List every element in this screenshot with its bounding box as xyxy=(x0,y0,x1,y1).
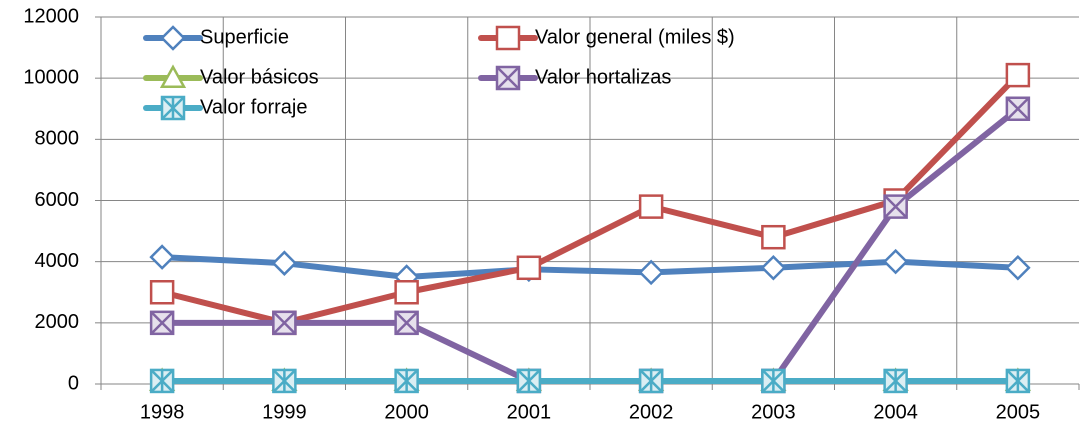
marker xyxy=(516,368,542,394)
marker-shape xyxy=(160,25,186,51)
legend-label: Valor general (miles $) xyxy=(535,26,735,48)
marker-shape xyxy=(150,369,175,393)
marker xyxy=(149,368,175,394)
marker-shape xyxy=(761,369,786,393)
x-tick-label: 2003 xyxy=(751,401,796,423)
marker xyxy=(883,368,908,394)
marker xyxy=(638,259,664,286)
marker xyxy=(761,224,786,250)
marker xyxy=(149,310,175,336)
legend-label: Superficie xyxy=(200,26,289,48)
marker xyxy=(149,244,175,270)
marker-shape xyxy=(883,194,908,219)
marker xyxy=(495,65,521,91)
marker xyxy=(638,194,664,219)
marker xyxy=(394,368,419,394)
marker xyxy=(1005,255,1031,281)
marker xyxy=(159,64,187,89)
marker xyxy=(760,255,787,281)
marker-shape xyxy=(496,66,520,90)
marker-shape xyxy=(1005,369,1030,393)
marker-shape xyxy=(761,224,786,250)
marker xyxy=(272,310,297,336)
x-tick-label: 1998 xyxy=(140,401,185,423)
y-tick-label: 10000 xyxy=(23,66,79,88)
marker xyxy=(1005,62,1031,88)
marker xyxy=(516,255,542,281)
marker-shape xyxy=(271,250,298,276)
y-tick-label: 0 xyxy=(68,372,79,394)
marker-shape xyxy=(161,96,185,120)
legend-item: Valor forraje xyxy=(143,95,307,121)
legend-item: Superficie xyxy=(143,25,289,51)
y-tick-label: 8000 xyxy=(35,128,80,150)
legend-label: Valor forraje xyxy=(200,96,307,118)
y-tick-label: 12000 xyxy=(23,5,79,27)
marker-shape xyxy=(639,369,664,393)
marker xyxy=(394,310,419,336)
marker-shape xyxy=(394,280,419,305)
marker xyxy=(761,368,786,394)
series-line xyxy=(159,254,1021,280)
x-tick-label: 2000 xyxy=(384,401,429,423)
y-tick-label: 2000 xyxy=(35,311,80,333)
marker-shape xyxy=(149,280,175,305)
marker-shape xyxy=(495,25,521,51)
marker xyxy=(883,194,908,219)
marker xyxy=(495,25,521,51)
x-tick-label: 2001 xyxy=(507,401,552,423)
y-tick-label: 4000 xyxy=(35,250,80,272)
legend-item: Valor básicos xyxy=(143,64,319,89)
marker xyxy=(1005,96,1031,121)
marker-shape xyxy=(638,259,664,286)
marker-shape xyxy=(760,255,787,281)
x-tick-label: 2005 xyxy=(996,401,1041,423)
marker-shape xyxy=(882,248,909,275)
marker-shape xyxy=(638,194,664,219)
series-line xyxy=(159,72,1021,326)
legend-item: Valor hortalizas xyxy=(478,65,671,91)
marker xyxy=(149,280,175,305)
marker-shape xyxy=(272,310,297,335)
marker xyxy=(271,250,298,276)
marker xyxy=(638,368,664,394)
marker-shape xyxy=(394,310,419,335)
x-tick-label: 2002 xyxy=(629,401,674,423)
legend-item: Valor general (miles $) xyxy=(478,25,735,51)
marker-shape xyxy=(883,369,908,393)
legend-label: Valor básicos xyxy=(200,66,319,88)
marker xyxy=(394,280,419,305)
marker xyxy=(1005,368,1031,394)
marker-shape xyxy=(1005,62,1031,88)
marker xyxy=(160,95,186,121)
marker-shape xyxy=(516,255,542,281)
marker-shape xyxy=(149,244,175,270)
marker xyxy=(882,248,909,275)
marker-shape xyxy=(150,310,175,335)
marker-shape xyxy=(272,369,297,393)
y-tick-label: 6000 xyxy=(35,189,80,211)
legend-label: Valor hortalizas xyxy=(535,66,671,88)
marker xyxy=(272,368,297,394)
marker-shape xyxy=(159,64,187,89)
marker-shape xyxy=(394,369,419,393)
marker-shape xyxy=(1005,255,1031,281)
x-tick-label: 2004 xyxy=(873,401,918,423)
marker-shape xyxy=(1005,96,1030,121)
x-tick-label: 1999 xyxy=(262,401,307,423)
marker-shape xyxy=(516,369,541,393)
marker xyxy=(160,25,186,51)
